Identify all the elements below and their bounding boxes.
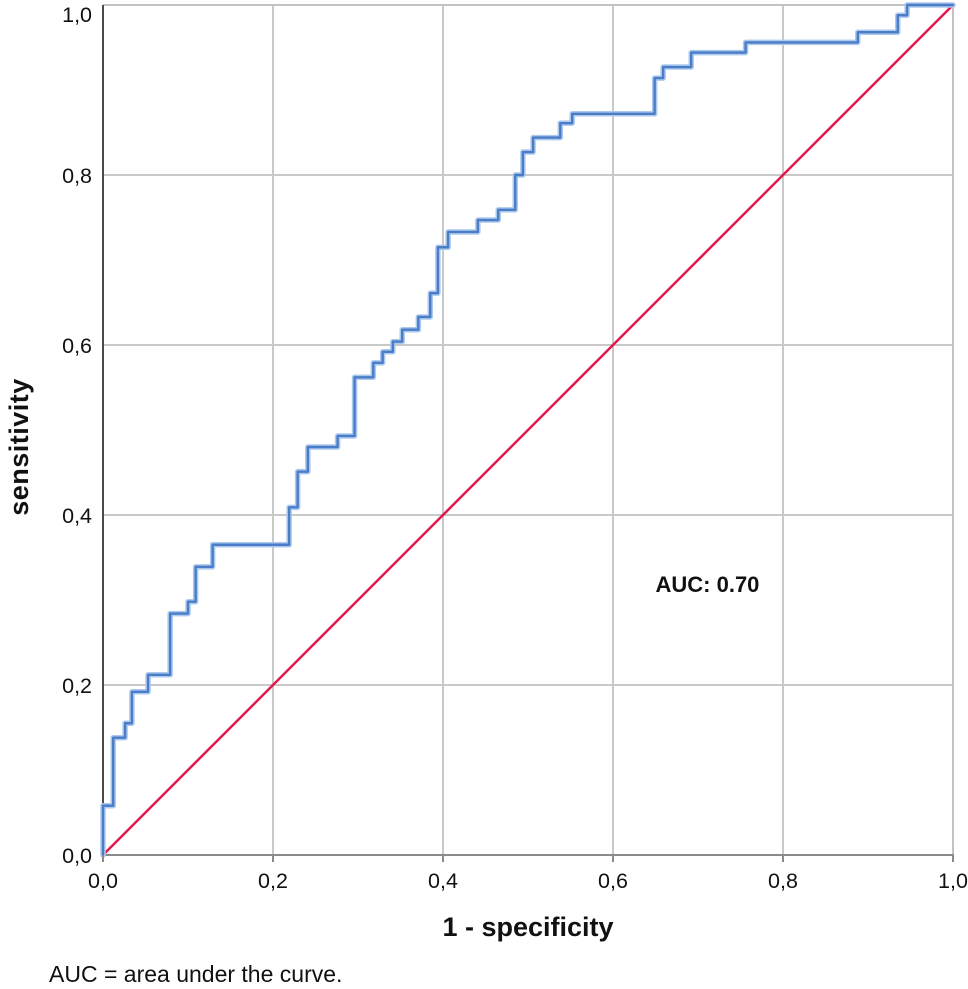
y-tick-label: 0,6: [62, 334, 92, 358]
y-tick-label: 1,0: [62, 3, 92, 27]
y-tick-label: 0,2: [62, 674, 92, 698]
x-axis-title: 1 - specificity: [442, 912, 614, 942]
reference-diagonal-line: [102, 4, 954, 856]
y-tick-label: 0,0: [62, 844, 92, 868]
x-tick-label: 0,8: [768, 869, 798, 893]
roc-curve: [101, 3, 955, 857]
x-tick-label: 0,0: [88, 869, 118, 893]
y-axis-title: sensitivity: [4, 378, 34, 516]
x-tick-label: 0,4: [428, 869, 458, 893]
x-tick-label: 1,0: [938, 869, 968, 893]
footnote: AUC = area under the curve.: [49, 961, 343, 987]
y-tick-label: 0,8: [62, 164, 92, 188]
x-tick-label: 0,2: [258, 869, 288, 893]
y-tick-label: 0,4: [62, 504, 92, 528]
auc-annotation: AUC: 0.70: [655, 571, 760, 597]
x-tick-label: 0,6: [598, 869, 628, 893]
